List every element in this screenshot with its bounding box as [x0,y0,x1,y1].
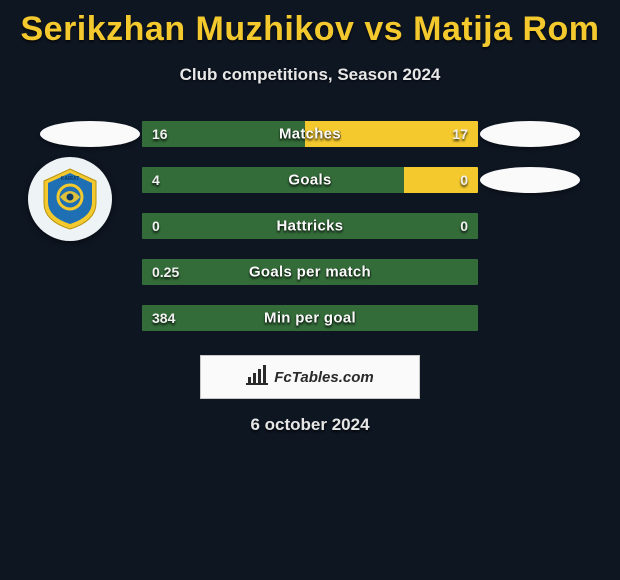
stat-row: 384Min per goal [20,295,600,341]
date-text: 6 october 2024 [0,415,620,435]
stat-label: Goals [142,172,478,189]
right-side-col [480,249,580,295]
player-ellipse [480,167,580,193]
stat-label: Min per goal [142,310,478,327]
stat-label: Goals per match [142,264,478,281]
chart-bars-icon [246,365,270,390]
left-side-col [40,203,140,249]
attribution-text: FcTables.com [274,369,373,386]
stat-bar: 384Min per goal [140,303,480,333]
right-side-col [480,203,580,249]
right-side-col [480,295,580,341]
stat-value-right: 17 [452,126,468,142]
left-side-col [40,295,140,341]
attribution-box: FcTables.com [200,355,420,399]
page-title: Serikzhan Muzhikov vs Matija Rom [0,0,620,49]
stat-bar: 0.25Goals per match [140,257,480,287]
left-side-col [40,249,140,295]
player-ellipse [40,121,140,147]
player-ellipse [480,121,580,147]
page-subtitle: Club competitions, Season 2024 [0,65,620,85]
stat-label: Matches [142,126,478,143]
left-side-col [40,111,140,157]
stat-value-right: 0 [460,172,468,188]
stat-bar: 0Hattricks0 [140,211,480,241]
stat-row: 16Matches17 [20,111,600,157]
stat-bar: 4Goals0 [140,165,480,195]
left-side-col [40,157,140,203]
stats-block: KAIRAT 16Matches174Goals00Hattricks00.25… [0,111,620,341]
stat-row: 4Goals0 [20,157,600,203]
stat-bar: 16Matches17 [140,119,480,149]
stat-label: Hattricks [142,218,478,235]
right-side-col [480,111,580,157]
stat-row: 0Hattricks0 [20,203,600,249]
stat-value-right: 0 [460,218,468,234]
stat-row: 0.25Goals per match [20,249,600,295]
right-side-col [480,157,580,203]
